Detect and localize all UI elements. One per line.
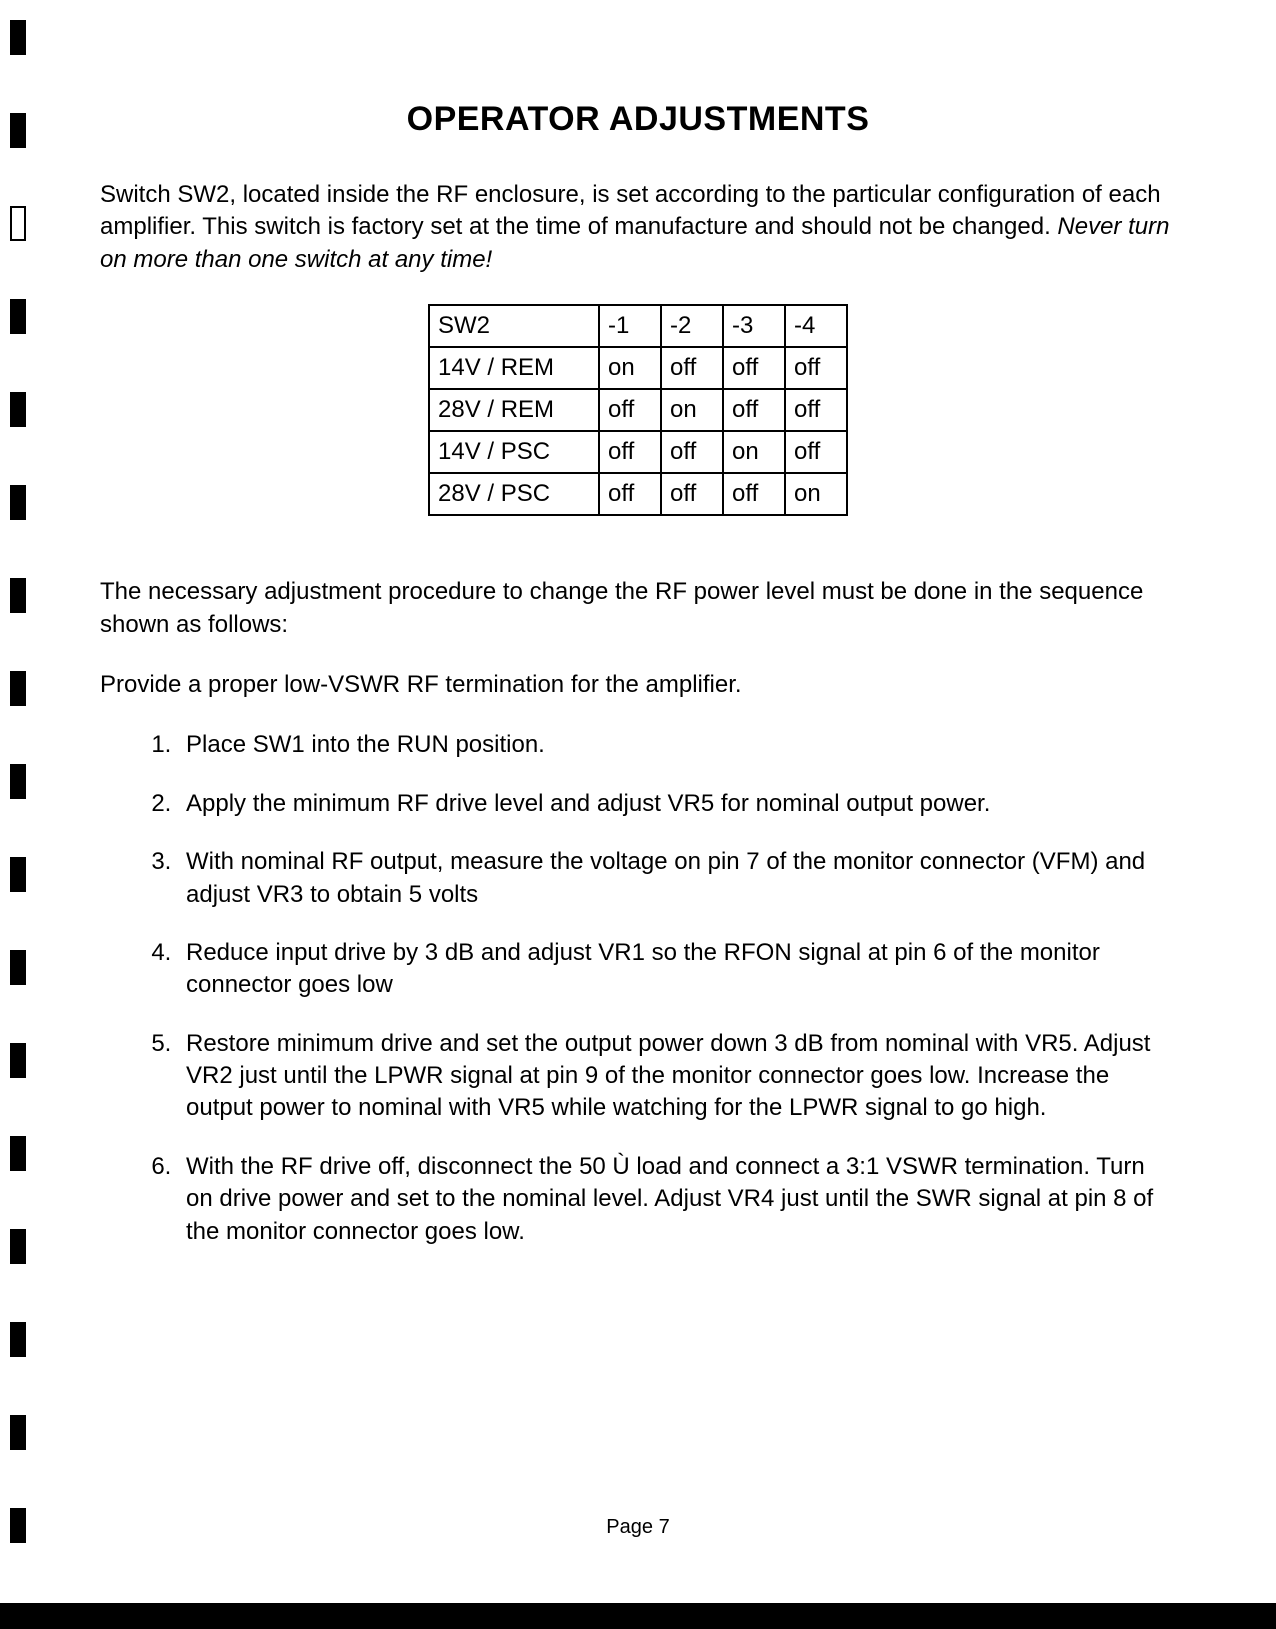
binding-mark [10, 485, 26, 520]
binding-mark [10, 206, 26, 241]
table-cell: 28V / PSC [429, 473, 599, 515]
binding-mark [10, 20, 26, 55]
table-cell: SW2 [429, 305, 599, 347]
binding-mark [10, 1229, 26, 1264]
intro-text: Switch SW2, located inside the RF enclos… [100, 181, 1161, 240]
table-cell: -4 [785, 305, 847, 347]
table-row: SW2 -1 -2 -3 -4 [429, 305, 847, 347]
list-item: Restore minimum drive and set the output… [178, 1028, 1176, 1125]
binding-mark [10, 578, 26, 613]
binding-mark [10, 1136, 26, 1171]
list-item: Place SW1 into the RUN position. [178, 729, 1176, 761]
table-cell: off [785, 347, 847, 389]
table-cell: off [661, 347, 723, 389]
table-cell: off [723, 389, 785, 431]
steps-list: Place SW1 into the RUN position. Apply t… [100, 729, 1176, 1248]
binding-mark [10, 113, 26, 148]
table-cell: on [723, 431, 785, 473]
binding-marks [10, 20, 26, 1543]
page: OPERATOR ADJUSTMENTS Switch SW2, located… [0, 0, 1276, 1629]
page-title: OPERATOR ADJUSTMENTS [100, 100, 1176, 139]
termination-note: Provide a proper low-VSWR RF termination… [100, 669, 1176, 701]
list-item: Reduce input drive by 3 dB and adjust VR… [178, 937, 1176, 1002]
table-cell: 28V / REM [429, 389, 599, 431]
table-cell: off [661, 473, 723, 515]
table-cell: on [599, 347, 661, 389]
binding-mark [10, 764, 26, 799]
table-row: 14V / REM on off off off [429, 347, 847, 389]
table-cell: off [785, 389, 847, 431]
table-cell: -2 [661, 305, 723, 347]
binding-mark [10, 1043, 26, 1078]
table-cell: -1 [599, 305, 661, 347]
binding-mark [10, 1415, 26, 1450]
table-cell: on [785, 473, 847, 515]
sw2-table: SW2 -1 -2 -3 -4 14V / REM on off off off… [428, 304, 848, 516]
table-cell: off [723, 347, 785, 389]
table-row: 14V / PSC off off on off [429, 431, 847, 473]
page-number: Page 7 [0, 1516, 1276, 1539]
procedure-intro: The necessary adjustment procedure to ch… [100, 576, 1176, 641]
binding-mark [10, 671, 26, 706]
table-cell: off [661, 431, 723, 473]
table-cell: 14V / REM [429, 347, 599, 389]
list-item: Apply the minimum RF drive level and adj… [178, 788, 1176, 820]
binding-mark [10, 857, 26, 892]
binding-mark [10, 299, 26, 334]
binding-mark [10, 392, 26, 427]
table-row: 28V / PSC off off off on [429, 473, 847, 515]
table-cell: off [785, 431, 847, 473]
table-cell: -3 [723, 305, 785, 347]
list-item: With the RF drive off, disconnect the 50… [178, 1151, 1176, 1248]
table-cell: on [661, 389, 723, 431]
binding-mark [10, 950, 26, 985]
table-cell: off [599, 431, 661, 473]
list-item: With nominal RF output, measure the volt… [178, 846, 1176, 911]
intro-paragraph: Switch SW2, located inside the RF enclos… [100, 179, 1176, 276]
table-cell: off [599, 389, 661, 431]
table-cell: 14V / PSC [429, 431, 599, 473]
table-row: 28V / REM off on off off [429, 389, 847, 431]
table-cell: off [599, 473, 661, 515]
table-cell: off [723, 473, 785, 515]
binding-mark [10, 1322, 26, 1357]
bottom-bar [0, 1603, 1276, 1629]
